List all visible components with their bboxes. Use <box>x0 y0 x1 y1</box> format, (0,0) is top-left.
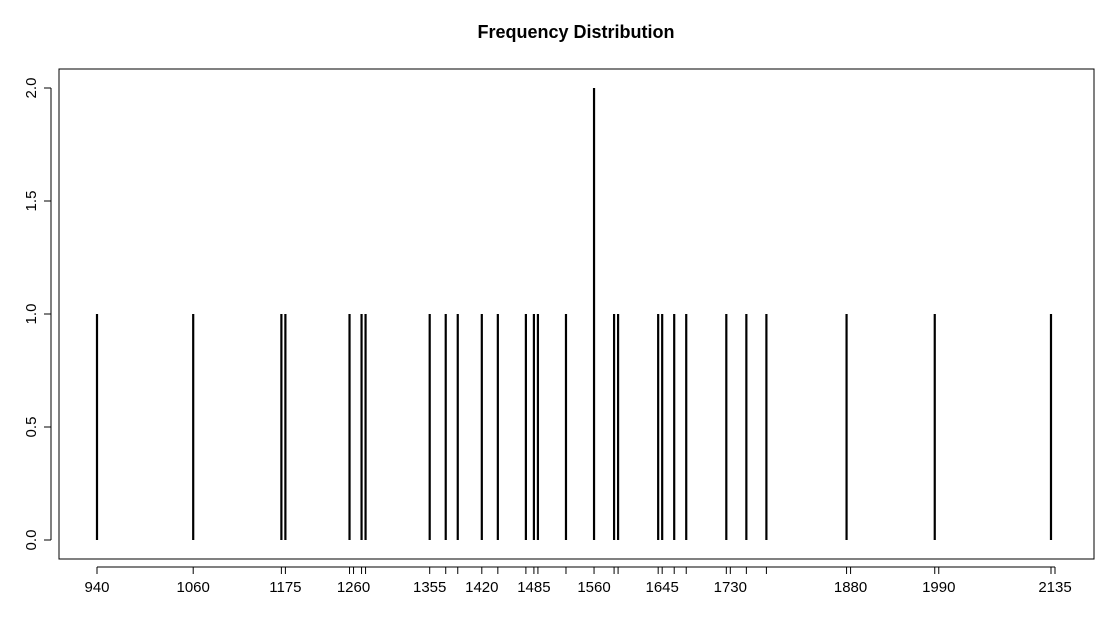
x-tick-label-1560: 1560 <box>577 579 610 596</box>
y-tick-label-1.5: 1.5 <box>23 191 40 212</box>
y-axis: 0.0 0.5 1.0 1.5 2.0 <box>23 78 52 551</box>
x-tick-label-1260: 1260 <box>337 579 370 596</box>
x-tick-label-1175: 1175 <box>269 579 301 596</box>
x-tick-label-940: 940 <box>84 579 109 596</box>
y-tick-label-0.5: 0.5 <box>23 417 40 438</box>
chart-title: Frequency Distribution <box>477 22 674 42</box>
x-tick-label-2135: 2135 <box>1038 579 1071 596</box>
y-tick-label-1: 1.0 <box>23 304 40 325</box>
x-tick-label-1355: 1355 <box>413 579 446 596</box>
bars-group <box>95 88 1053 540</box>
x-tick-label-1880: 1880 <box>834 579 867 596</box>
x-tick-label-1420: 1420 <box>465 579 498 596</box>
x-tick-label-1060: 1060 <box>177 579 210 596</box>
plot-box <box>58 68 1095 560</box>
x-tick-label-1990: 1990 <box>922 579 955 596</box>
y-tick-label-0: 0.0 <box>23 530 40 551</box>
x-tick-label-1485: 1485 <box>517 579 550 596</box>
x-tick-label-1645: 1645 <box>645 579 678 596</box>
x-tick-label-1730: 1730 <box>714 579 747 596</box>
x-axis: 940 1060 1175 1260 1355 1420 1485 1560 1645 1730 1… <box>84 566 1072 596</box>
y-tick-label-2: 2.0 <box>23 78 40 99</box>
